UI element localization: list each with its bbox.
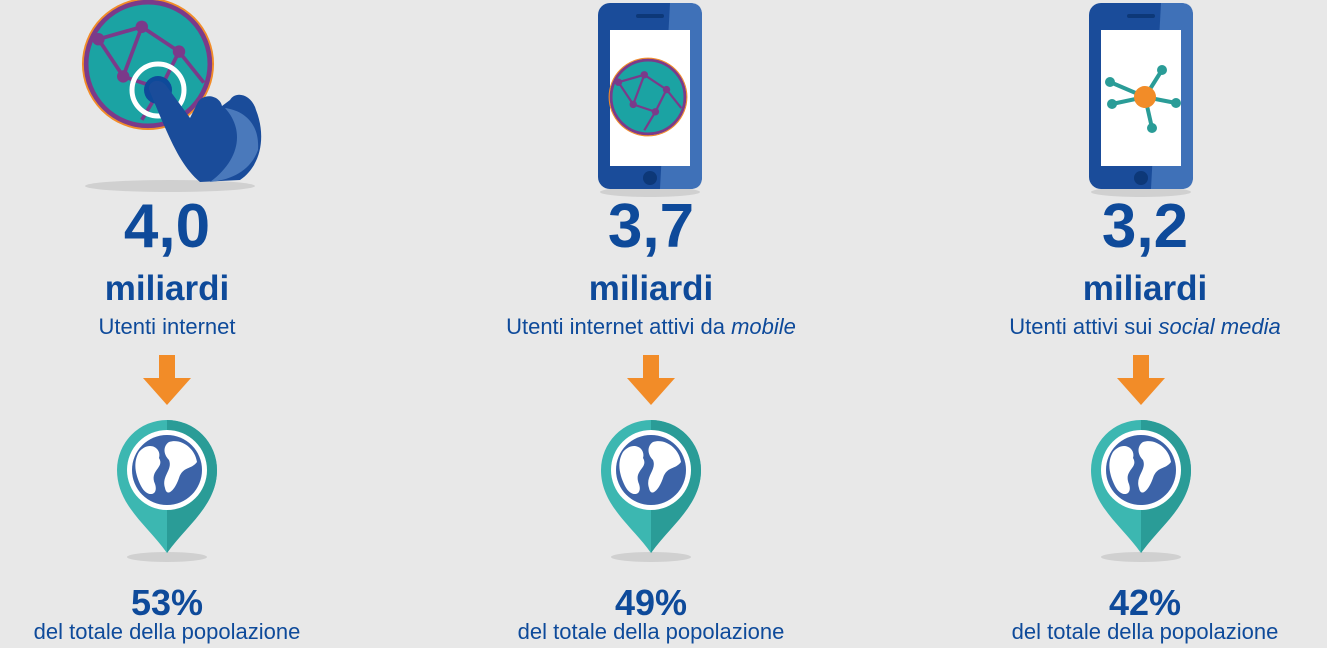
label-text: Utenti internet attivi da (506, 314, 725, 339)
unit: miliardi (1082, 269, 1208, 308)
label-italic: mobile (731, 314, 796, 339)
label-italic: social media (1158, 314, 1281, 339)
globe-hand-icon (83, 0, 262, 192)
label-text: Utenti attivi sui (1009, 314, 1153, 339)
big-number: 4,0 (123, 192, 211, 261)
arrows (143, 355, 1165, 405)
label: Utenti attivi sui social media (935, 314, 1327, 340)
caption: del totale della popolazione (33, 619, 301, 644)
big-number: 3,7 (607, 192, 695, 261)
label-text: Utenti internet (98, 314, 236, 339)
percent: 53% (130, 582, 204, 623)
label: Utenti internet (0, 314, 377, 340)
caption: del totale della popolazione (517, 619, 785, 644)
label: Utenti internet attivi da mobile (441, 314, 861, 340)
phone-network-icon (1089, 3, 1193, 197)
percent: 42% (1108, 582, 1182, 623)
location-pins (117, 420, 1191, 562)
caption: del totale della popolazione (1011, 619, 1279, 644)
phone-globe-icon (598, 3, 702, 197)
big-number: 3,2 (1101, 192, 1189, 261)
unit: miliardi (104, 269, 230, 308)
unit: miliardi (588, 269, 714, 308)
percent: 49% (614, 582, 688, 623)
